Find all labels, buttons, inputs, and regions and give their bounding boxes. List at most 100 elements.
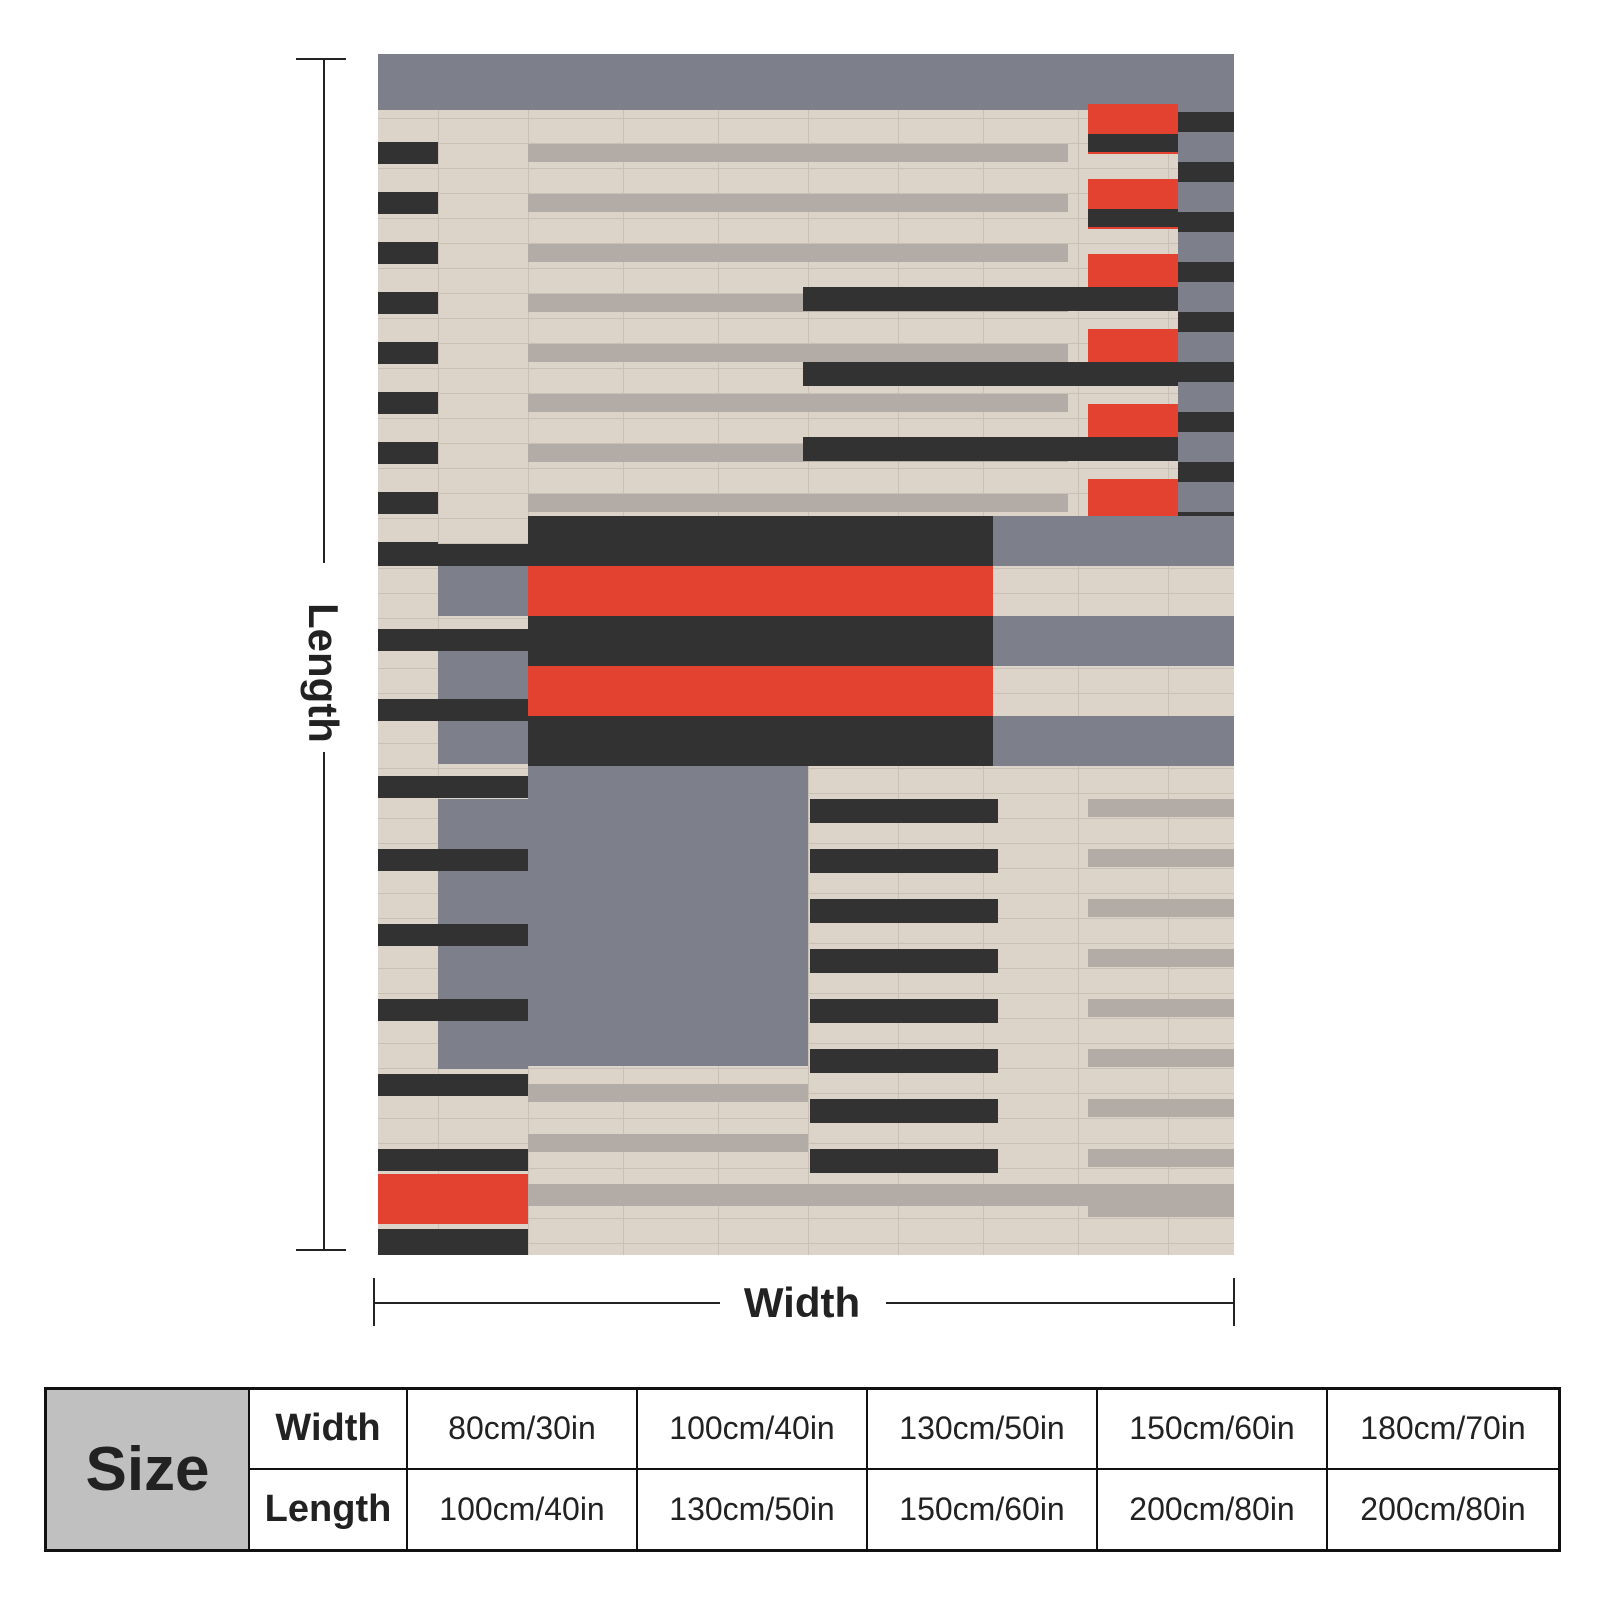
art-grid-line [378,1068,1234,1069]
art-stripe [803,437,1178,461]
art-grid-line [378,468,1234,469]
art-stripe [810,949,998,973]
art-stripe [1088,899,1234,917]
width-label: Width [743,1279,861,1326]
art-stripe [1178,262,1234,282]
art-blue-square [528,766,808,1066]
art-stripe [810,1049,998,1073]
art-top-band [378,54,1234,110]
art-black-band [528,516,993,566]
art-grid-line [378,218,1234,219]
art-grid-line [378,1218,1234,1219]
art-stripe [528,144,1068,162]
width-cell: 100cm/40in [638,1390,868,1470]
length-line [323,58,325,563]
length-line [323,752,325,1250]
art-stripe [528,244,1068,262]
art-stripe [378,1149,528,1171]
art-stripe [378,1229,528,1255]
art-stripe [810,1149,998,1173]
size-header: Size [47,1390,250,1549]
art-grid-line [378,1168,1234,1169]
art-stripe [1178,412,1234,432]
art-stripe [1178,462,1234,482]
length-cap-bottom [296,1249,346,1251]
length-cap-top [296,58,346,60]
art-stripe [1178,212,1234,232]
art-stripe [1088,949,1234,967]
art-grid-line [378,268,1234,269]
art-stripe [528,1184,1234,1206]
length-cell: 200cm/80in [1098,1469,1328,1549]
art-stripe [378,242,438,264]
length-cell: 130cm/50in [638,1469,868,1549]
art-stripe [378,776,528,798]
art-grid-line [378,493,1234,494]
art-grid-line [378,1243,1234,1244]
art-red-band [528,666,993,716]
art-red-block [378,1174,528,1224]
art-stripe [1178,162,1234,182]
art-stripe [378,629,528,651]
art-grid-line [378,343,1234,344]
art-stripe [1088,999,1234,1017]
art-stripe [378,999,528,1021]
art-black-band [528,716,993,766]
art-stripe [810,1099,998,1123]
art-grid-line [378,318,1234,319]
art-black-band [528,616,993,666]
art-stripe [810,849,998,873]
art-grid-line [378,418,1234,419]
art-stripe [378,192,438,214]
art-stripe [1178,362,1234,382]
art-blue-band [993,516,1234,566]
art-grid-line [378,393,1234,394]
art-blue-band [993,716,1234,766]
art-stripe [810,899,998,923]
art-blue-band [993,616,1234,666]
length-cell: 100cm/40in [408,1469,638,1549]
art-blue-block [438,714,528,764]
art-stripe [1088,799,1234,817]
art-stripe [1088,849,1234,867]
width-row-header: Width [250,1390,408,1470]
art-stripe [378,342,438,364]
art-stripe [378,492,438,514]
art-stripe [528,494,1068,512]
art-stripe [803,287,1178,311]
length-cell: 200cm/80in [1360,1490,1526,1527]
art-stripe [803,362,1178,386]
length-cell: 150cm/60in [868,1469,1098,1549]
art-stripe [378,142,438,164]
art-stripe [1178,112,1234,132]
width-cell: 180cm/70in [1328,1390,1558,1470]
art-stripe [378,849,528,871]
art-stripe [528,1134,808,1152]
art-red-band [528,566,993,616]
width-cell: 80cm/30in [408,1390,638,1470]
art-grid-line [378,243,1234,244]
art-stripe [378,392,438,414]
art-stripe [378,442,438,464]
size-table: Size Width 80cm/30in 100cm/40in 130cm/50… [44,1387,1561,1552]
art-stripe [1088,1149,1234,1167]
art-stripe [378,924,528,946]
product-artwork [378,54,1234,1255]
art-grid-line [378,143,1234,144]
art-grid-line [378,193,1234,194]
width-cell: 150cm/60in [1098,1390,1328,1470]
art-stripe [810,799,998,823]
art-blue-block [438,566,528,616]
art-stripe [1178,312,1234,332]
length-row-header: Length [250,1469,408,1549]
length-label: Length [300,603,347,743]
art-stripe [378,292,438,314]
art-grid-line [378,118,1234,119]
art-stripe [528,1084,808,1102]
art-stripe [1088,134,1178,152]
width-line [886,1302,1235,1304]
art-stripe [1088,1049,1234,1067]
art-stripe [378,544,528,566]
art-stripe [528,194,1068,212]
art-grid-line [378,1118,1234,1119]
